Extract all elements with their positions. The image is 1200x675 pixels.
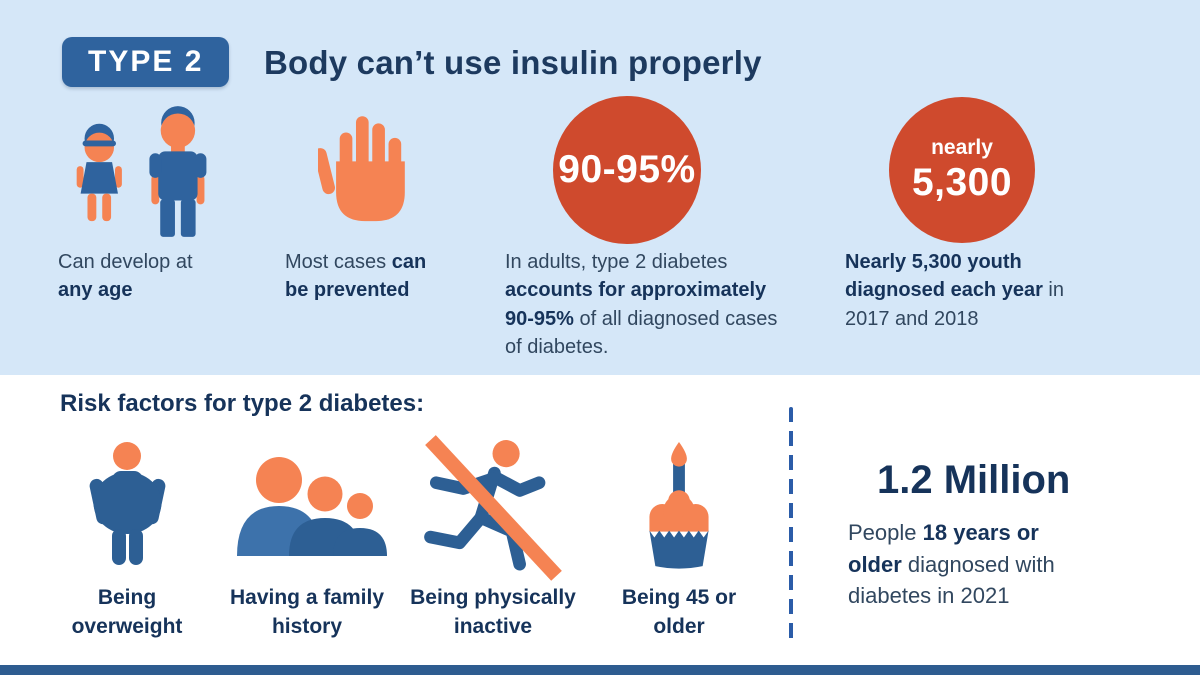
fact-caption: Nearly 5,300 youth diagnosed each year i… xyxy=(845,248,1097,333)
fact-caption: Most cases can be prevented xyxy=(285,248,455,305)
risk-label: Being 45 or older xyxy=(621,586,737,638)
fact-caption: Can develop at any age xyxy=(58,248,230,305)
fact-prevention: Most cases can be prevented xyxy=(285,96,455,305)
no-physical-activity-icon xyxy=(424,435,562,581)
stat-text: People xyxy=(848,520,923,545)
caption-text: Most cases xyxy=(285,251,392,273)
caption-text: In adults, type 2 diabetes xyxy=(505,251,728,273)
adult-child-icon xyxy=(76,106,207,237)
risk-item-family-history: Having a family history xyxy=(218,436,396,642)
overweight-person-icon xyxy=(89,442,165,565)
risk-item-45-or-older: Being 45 or older xyxy=(606,436,752,642)
page-title: Body can’t use insulin properly xyxy=(264,44,762,81)
risk-item-physically-inactive: Being physically inactive xyxy=(400,435,586,642)
fact-adult-share: 90-95% In adults, type 2 diabetes accoun… xyxy=(505,96,785,362)
risk-item-overweight: Being overweight xyxy=(52,436,202,642)
fact-caption: In adults, type 2 diabetes accounts for … xyxy=(505,248,785,362)
stat-circle-qualifier: nearly xyxy=(931,136,993,160)
risk-factors-section xyxy=(0,375,1200,666)
stat-text: diagnosed with diabetes in 2021 xyxy=(848,551,1055,609)
risk-factors-heading: Risk factors for type 2 diabetes: xyxy=(60,390,425,417)
stat-description: People 18 years or older diagnosed with … xyxy=(848,517,1093,612)
caption-text: in 2017 and 2018 xyxy=(845,279,1064,330)
caption-bold-text: Nearly 5,300 youth diagnosed each year xyxy=(845,251,1043,302)
type2-badge: TYPE 2 xyxy=(62,37,230,87)
stat-bold-text: 18 years or older xyxy=(848,520,1039,577)
dashed-divider xyxy=(789,407,793,640)
stat-circle-90-95: 90-95% xyxy=(553,96,701,244)
caption-text: Can develop at xyxy=(58,251,193,273)
stat-value: 1.2 Million xyxy=(877,458,1071,502)
risk-label: Being overweight xyxy=(71,586,183,638)
family-history-icon xyxy=(237,456,387,556)
caption-text: of all diagnosed cases of diabetes. xyxy=(505,307,778,359)
caption-bold-text: can be prevented xyxy=(285,251,427,302)
stat-circle-value: 90-95% xyxy=(558,147,696,191)
stat-circle-5300: nearly 5,300 xyxy=(889,97,1035,243)
risk-label: Having a family history xyxy=(229,586,385,638)
stat-circle-value: 5,300 xyxy=(911,160,1013,204)
caption-bold-text: accounts for approximately 90-95% xyxy=(505,279,767,330)
footer-bar xyxy=(0,665,1200,675)
fact-any-age: Can develop at any age xyxy=(58,96,230,305)
stop-hand-icon xyxy=(318,116,405,222)
birthday-cupcake-icon xyxy=(649,441,709,569)
caption-bold-text: any age xyxy=(58,279,133,302)
risk-label: Being physically inactive xyxy=(410,586,576,638)
fact-youth-diagnoses: nearly 5,300 Nearly 5,300 youth diagnose… xyxy=(845,96,1097,333)
